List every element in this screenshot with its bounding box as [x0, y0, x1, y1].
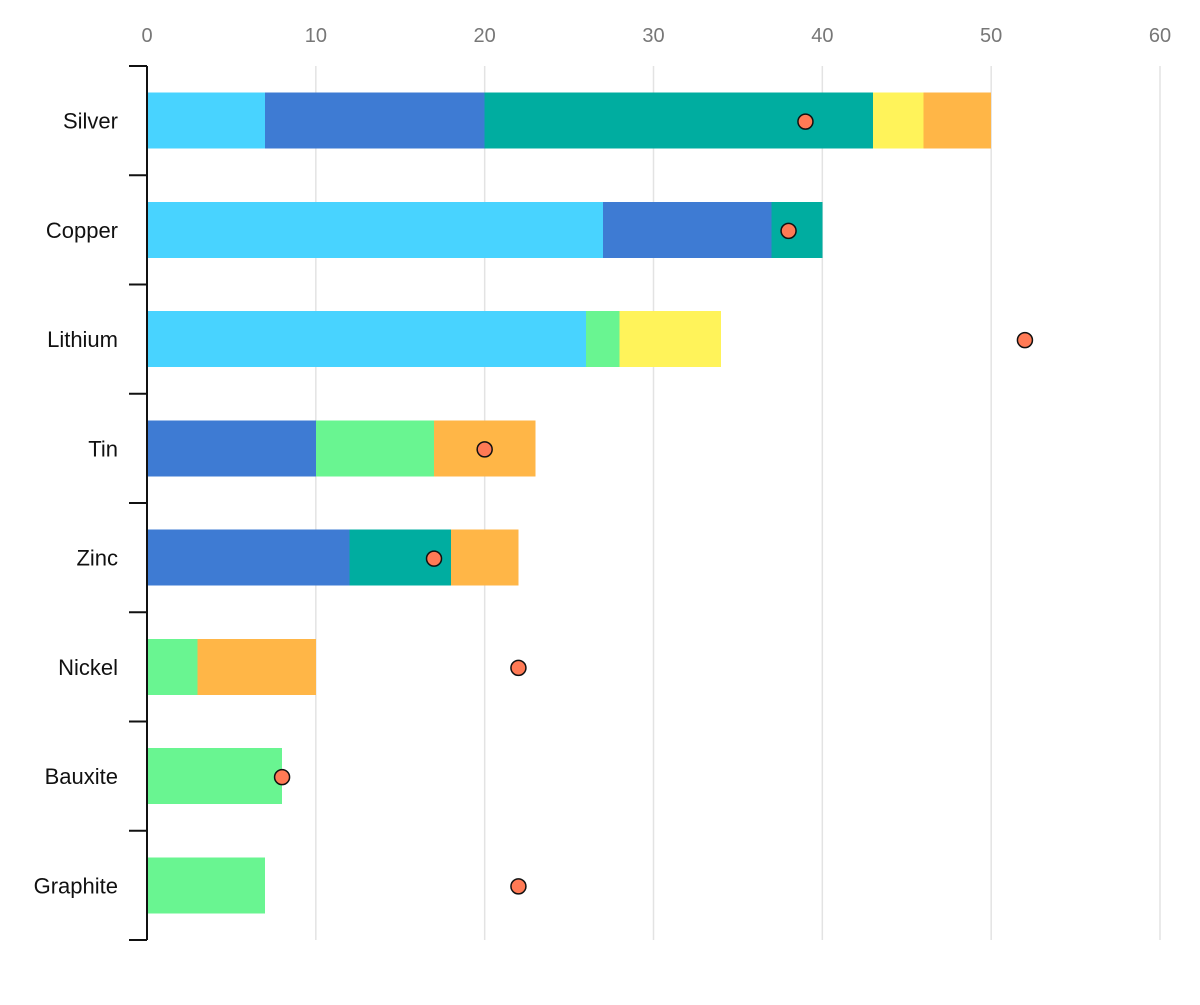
y-tick-label-lithium: Lithium [47, 327, 118, 352]
bar-segment-nickel-s6 [197, 638, 316, 695]
bar-segment-copper-s2 [602, 201, 772, 258]
y-tick-label-bauxite: Bauxite [45, 764, 118, 789]
bar-segment-lithium-s1 [147, 311, 586, 368]
bar-segment-lithium-s3 [585, 311, 620, 368]
x-tick-label: 50 [980, 25, 1002, 47]
marker-series [273, 113, 1034, 895]
x-tick-label: 40 [811, 25, 833, 47]
x-tick-label: 20 [474, 25, 496, 47]
y-tick-label-zinc: Zinc [76, 546, 118, 571]
y-tick-label-silver: Silver [63, 109, 118, 134]
marker-copper [780, 222, 797, 240]
y-tick-label-tin: Tin [88, 436, 118, 461]
bar-series [147, 92, 992, 914]
tick-labels: 0 10 20 30 40 50 60 Silver Copper Lithium Tin Zinc N… [34, 25, 1172, 898]
grid-lines [315, 66, 1161, 940]
bar-segment-silver-s2 [265, 92, 485, 149]
marker-zinc [425, 550, 443, 567]
y-tick-label-graphite: Graphite [34, 873, 118, 898]
bar-segment-bauxite-s3 [147, 748, 283, 805]
x-tick-label: 10 [305, 25, 327, 47]
bar-segment-nickel-s3 [147, 638, 198, 695]
bar-segment-copper-s1 [147, 201, 603, 258]
x-tick-label: 60 [1149, 25, 1171, 47]
marker-graphite [510, 878, 527, 895]
axes [129, 65, 148, 941]
bar-segment-zinc-s2 [147, 529, 350, 586]
y-tick-label-nickel: Nickel [58, 655, 118, 680]
x-tick-label: 30 [642, 25, 664, 47]
bar-segment-silver-s5 [872, 92, 924, 149]
marker-tin [476, 441, 493, 458]
bar-segment-silver-s4 [484, 92, 873, 149]
bar-segment-silver-s1 [147, 92, 266, 149]
marker-nickel [510, 659, 527, 677]
bar-segment-zinc-s6 [450, 529, 519, 586]
bar-segment-silver-s6 [923, 92, 992, 149]
y-tick-label-copper: Copper [46, 218, 118, 243]
marker-silver [797, 113, 814, 130]
bar-segment-lithium-s5 [619, 311, 722, 368]
x-tick-label: 0 [141, 25, 152, 47]
bar-segment-copper-s4 [771, 201, 823, 258]
marker-lithium [1016, 331, 1034, 349]
bar-segment-tin-s2 [147, 420, 316, 477]
bar-segment-graphite-s3 [147, 857, 266, 914]
marker-bauxite [273, 768, 291, 786]
bar-segment-tin-s3 [315, 420, 435, 477]
